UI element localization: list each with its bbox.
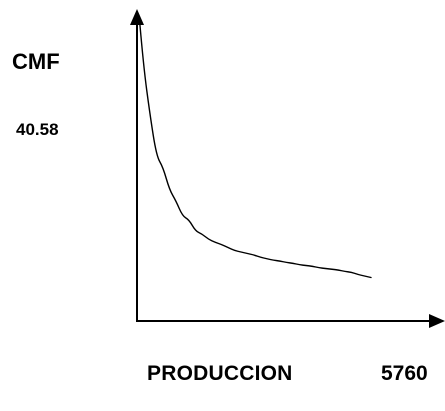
y-tick-label: 40.58 — [16, 120, 59, 139]
y-axis-arrow — [130, 9, 144, 25]
x-tick-label: 5760 — [381, 362, 428, 385]
y-axis-label: CMF — [12, 49, 60, 74]
cost-curve-line — [138, 20, 372, 279]
x-axis-label: PRODUCCION — [147, 362, 293, 385]
x-axis-arrow — [429, 314, 445, 328]
